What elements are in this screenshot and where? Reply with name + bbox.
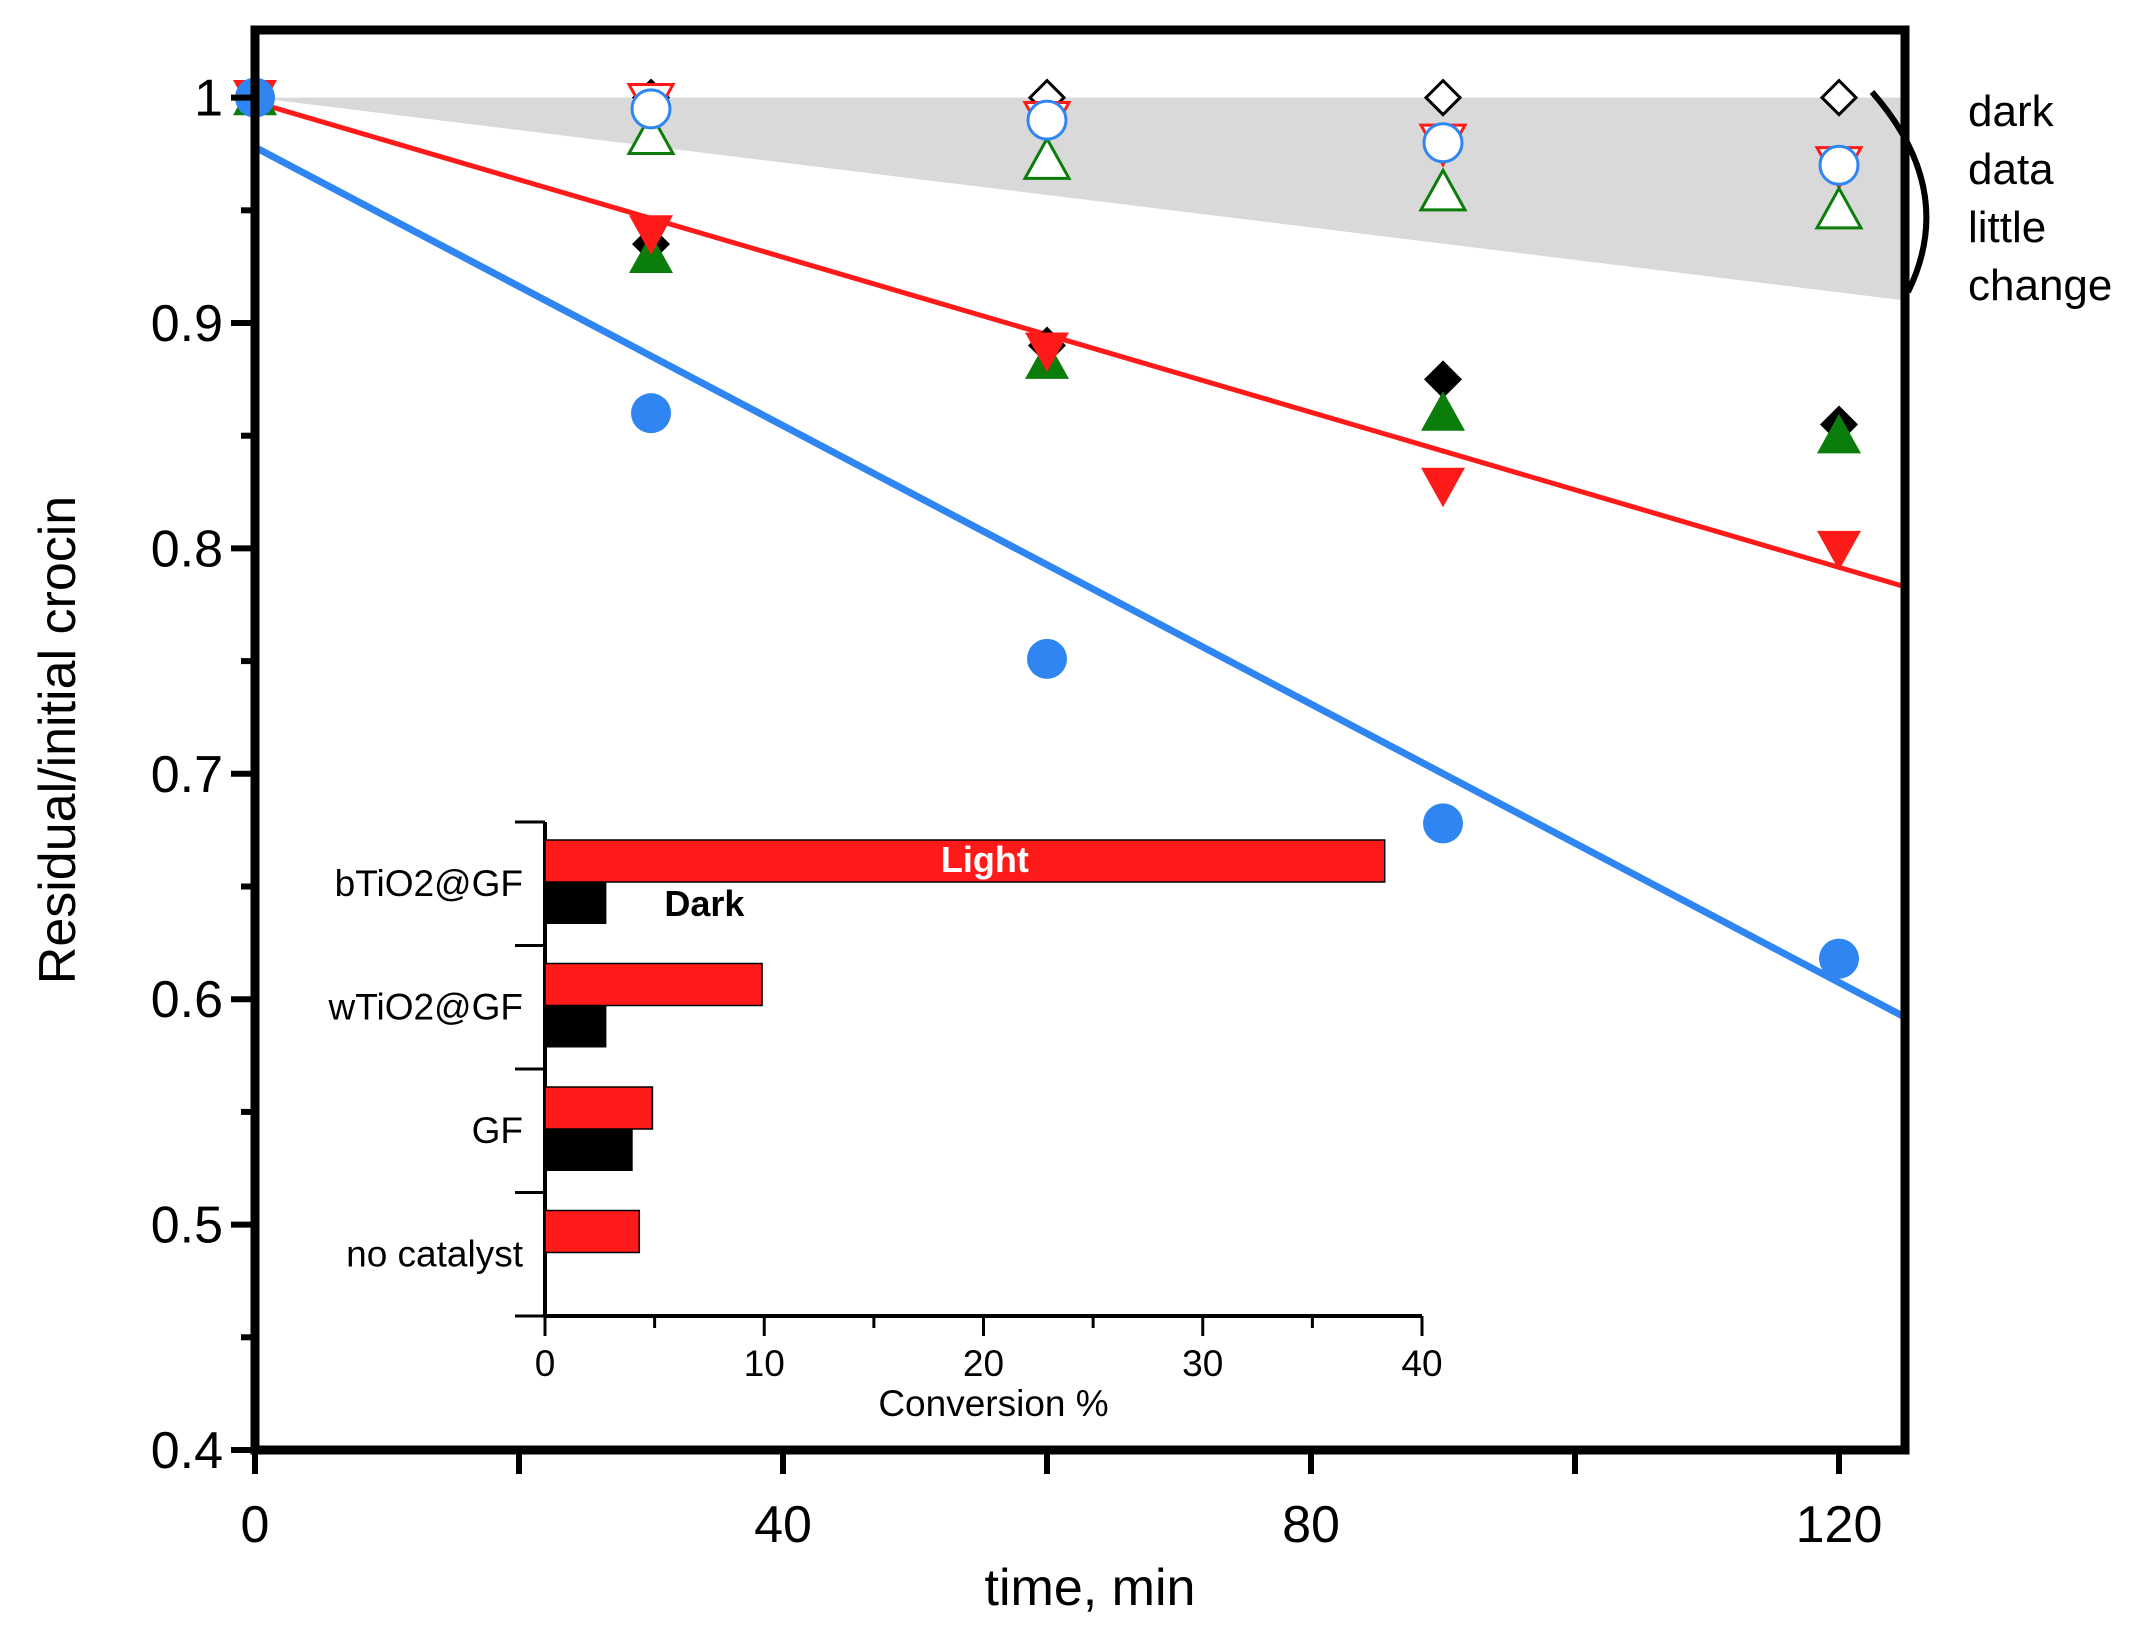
x-axis-title: time, min: [985, 1559, 1196, 1617]
x-tick-label: 0: [241, 1496, 270, 1554]
dark-circle-point-3: [1818, 144, 1860, 186]
inset-category-label: wTiO2@GF: [328, 986, 523, 1027]
y-tick-label: 0.9: [151, 295, 223, 353]
light-triangle-up-point-3: [1421, 391, 1465, 431]
dark-triangle-up-point-1: [1022, 135, 1072, 180]
inset-x-tick-label: 30: [1182, 1343, 1223, 1384]
annotation-line-1: dark: [1968, 87, 2055, 136]
light-triangle-down-point-3: [1421, 467, 1465, 508]
light-bar-1: [544, 962, 763, 1007]
red-fit-line: [254, 99, 1906, 590]
x-tick-label: 120: [1796, 1496, 1883, 1554]
axis-ticks: 0.40.50.60.70.80.910 40 80 120: [151, 70, 1883, 1554]
fit-lines: [253, 99, 1907, 1021]
light-triangle-up-point-4: [1817, 413, 1861, 454]
x-tick-label: 40: [754, 1496, 812, 1554]
annotation-line-2: data: [1968, 145, 2054, 194]
inset-category-label: GF: [472, 1110, 523, 1151]
dark-bar-2: [545, 1129, 633, 1171]
light-circle-point-3: [1423, 803, 1463, 844]
light-circle-point-2: [1027, 638, 1067, 679]
x-tick-label: 80: [1282, 1496, 1340, 1554]
dark-data-region: [255, 97, 1905, 301]
plot-frame: [250, 25, 1910, 1455]
inset-x-tick-label: 10: [744, 1343, 785, 1384]
inset-bar-chart: bTiO2@GF Light Dark wTiO2@GF GF no catalyst 0 1…: [328, 820, 1443, 1424]
y-tick-label: 0.8: [151, 520, 223, 578]
annotation-line-4: change: [1968, 261, 2112, 310]
dark-diamond-point-3: [1819, 78, 1859, 117]
inset-category-label: bTiO2@GF: [335, 863, 523, 904]
light-triangle-down-point-1: [629, 215, 673, 255]
annotation-bracket: [1869, 90, 1930, 294]
dark-triangle-up-point-0: [626, 110, 676, 156]
light-circle-point-1: [631, 393, 671, 434]
y-tick-label: 1: [194, 70, 223, 128]
inset-category-label: no catalyst: [346, 1233, 524, 1274]
y-tick-label: 0.5: [151, 1197, 223, 1255]
dark-circle-point-2: [1422, 122, 1464, 164]
inset-x-tick-label: 40: [1401, 1343, 1442, 1384]
light-bar-label: Light: [941, 839, 1029, 880]
y-tick-label: 0.6: [151, 971, 223, 1029]
blue-fit-line: [253, 144, 1907, 1021]
inset-x-tick-label: 0: [535, 1343, 556, 1384]
dark-circle-point-1: [1026, 99, 1068, 141]
annotation-line-3: little: [1968, 203, 2046, 252]
dark-triangle-up-point-3: [1814, 185, 1864, 230]
dark-circle-point-0: [630, 88, 672, 130]
data-markers: [233, 75, 1864, 979]
y-tick-label: 0.7: [151, 746, 223, 804]
y-tick-label: 0.4: [151, 1422, 223, 1480]
light-triangle-down-point-4: [1817, 530, 1861, 571]
light-diamond-point-3: [1424, 360, 1462, 399]
dark-bar-label: Dark: [664, 883, 745, 924]
light-triangle-down-point-2: [1025, 332, 1069, 373]
dark-diamond-point-2: [1423, 78, 1463, 117]
light-circle-point-4: [1819, 938, 1859, 979]
y-axis-title: Residual/initial crocin: [29, 496, 87, 984]
light-bar-2: [544, 1086, 654, 1130]
inset-x-tick-label: 20: [963, 1343, 1004, 1384]
dark-triangle-up-point-2: [1418, 167, 1468, 212]
light-bar-0: [544, 839, 1386, 883]
light-bar-3: [544, 1209, 641, 1254]
dark-bar-1: [545, 1005, 607, 1048]
inset-x-axis-title: Conversion %: [878, 1383, 1108, 1424]
dark-region-layer: [255, 97, 1905, 301]
dark-bar-0: [545, 882, 607, 924]
